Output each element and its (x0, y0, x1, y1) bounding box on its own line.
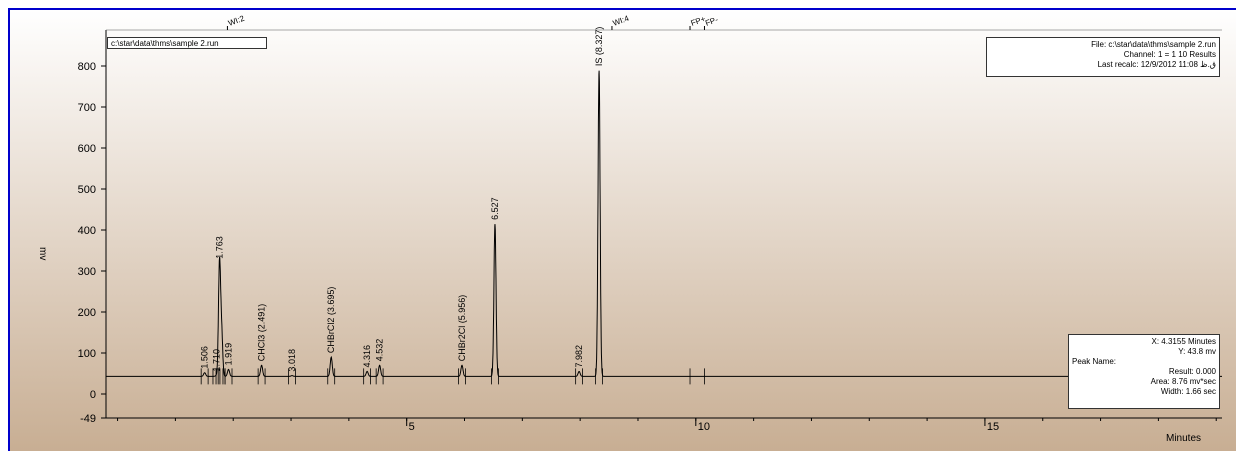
event-label: FP- (704, 15, 720, 28)
peak-label: 1.919 (224, 343, 234, 366)
channel-line: Channel: 1 = 1 10 Results (1123, 50, 1216, 59)
plot-background (10, 10, 1236, 451)
peak-label: 7.982 (574, 345, 584, 368)
y-tick-label: 800 (78, 61, 96, 73)
peak-name: Peak Name: (1072, 357, 1117, 366)
peak-label: CHBrCl2 (3.695) (326, 287, 336, 354)
cursor-info-box: X: 4.3155 Minutes Y: 43.8 mv Peak Name: … (1068, 334, 1220, 409)
y-tick-label: 400 (78, 225, 96, 237)
cursor-x: X: 4.3155 Minutes (1151, 337, 1216, 346)
peak-label: IS (8.327) (594, 27, 604, 67)
peak-label: 1.710 (211, 349, 221, 372)
file-path-line: File: c:\star\data\thms\sample 2.run (1091, 40, 1216, 49)
peak-width: Width: 1.66 sec (1160, 387, 1216, 396)
x-tick-label: 15 (987, 421, 999, 433)
recalc-line: Last recalc: 12/9/2012 11:08 ق.ظ (1097, 60, 1216, 69)
x-axis-label: Minutes (1166, 433, 1201, 444)
peak-area: Area: 8.76 mv*sec (1150, 377, 1216, 386)
chromatogram-trace (106, 70, 1222, 377)
peak-label: 3.018 (287, 349, 297, 372)
y-tick-label: 300 (78, 266, 96, 278)
y-tick-label: 500 (78, 184, 96, 196)
file-info-box: File: c:\star\data\thms\sample 2.run Cha… (986, 37, 1220, 77)
y-tick-label: 200 (78, 307, 96, 319)
peak-label: 4.316 (362, 345, 372, 368)
cursor-y: Y: 43.8 mv (1178, 347, 1216, 356)
y-tick-label: 100 (78, 348, 96, 360)
y-tick-label: 700 (78, 102, 96, 114)
x-tick-label: 5 (409, 421, 415, 433)
peak-result: Result: 0.000 (1168, 367, 1216, 376)
peak-label: 1.506 (200, 346, 210, 369)
peak-label: 6.527 (490, 197, 500, 220)
y-tick-label: 600 (78, 143, 96, 155)
chart-frame (8, 8, 1236, 451)
y-tick-label: -49 (80, 413, 96, 425)
peak-label: CHBr2Cl (5.956) (457, 295, 467, 362)
peak-label: 4.532 (375, 339, 385, 362)
peak-label: CHCl3 (2.491) (257, 304, 267, 362)
y-axis-label: mv (37, 247, 48, 260)
run-filepath-box: c:\star\data\thms\sample 2.run (107, 37, 267, 49)
run-filepath: c:\star\data\thms\sample 2.run (111, 39, 219, 48)
peak-label: 1.763 (215, 236, 225, 259)
x-tick-label: 10 (698, 421, 710, 433)
y-tick-label: 0 (90, 389, 96, 401)
